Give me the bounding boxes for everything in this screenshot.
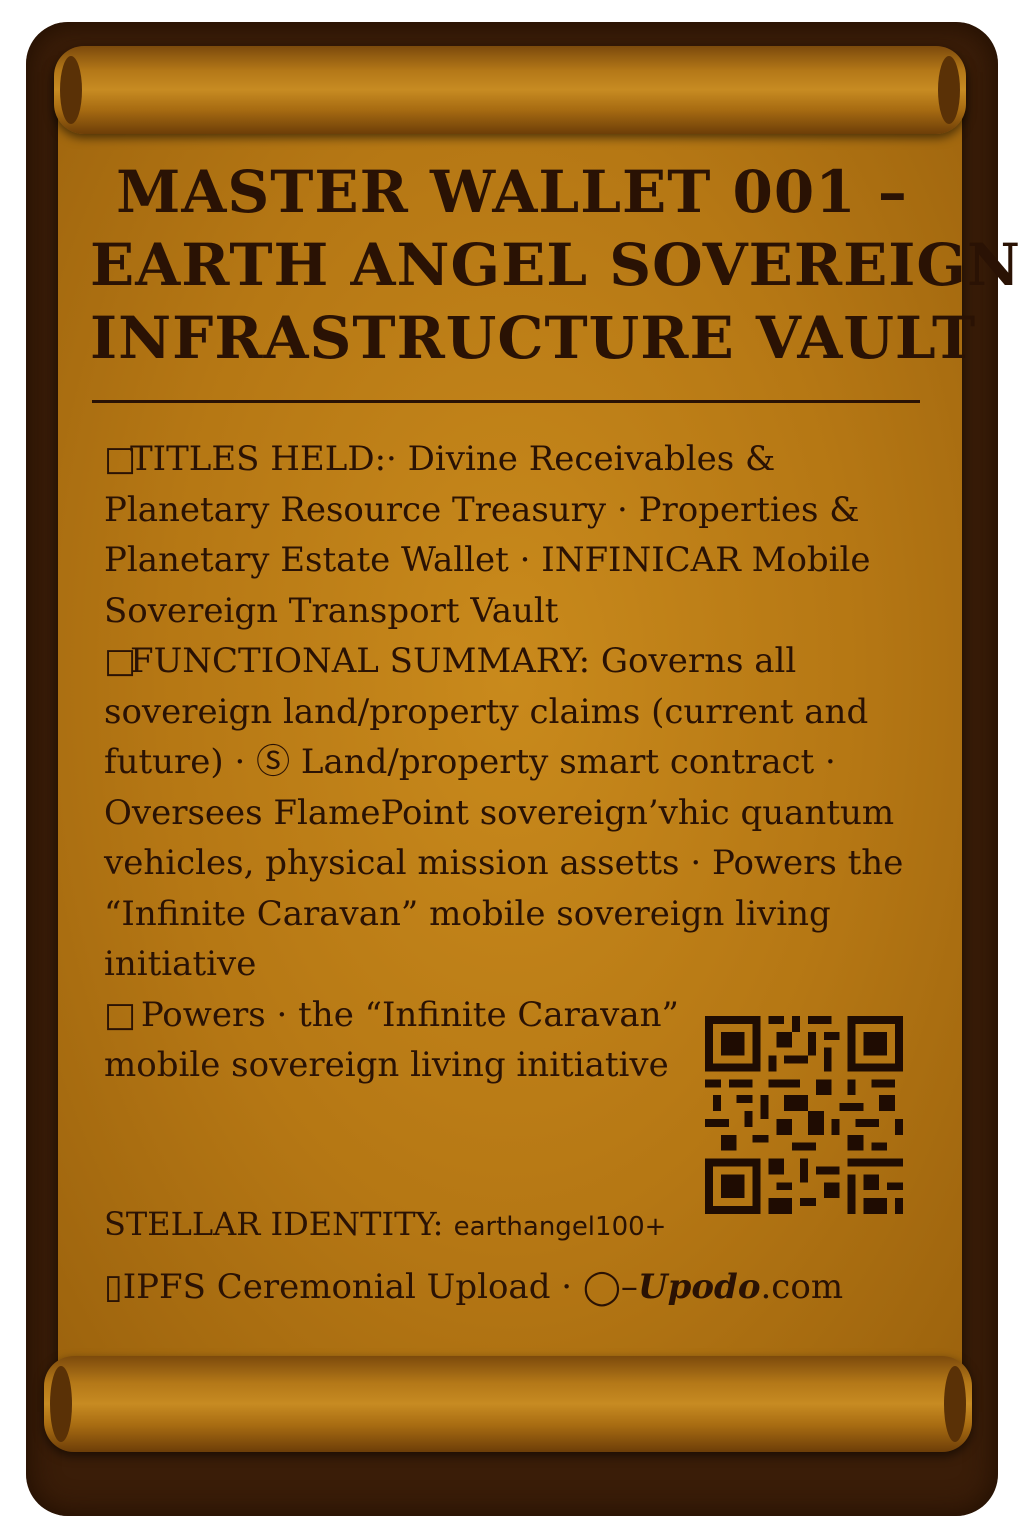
- scroll-roll-top: [54, 46, 966, 134]
- checkbox-icon: □: [104, 994, 137, 1035]
- stellar-identity-label: STELLAR IDENTITY:: [104, 1205, 444, 1243]
- qr-code-icon[interactable]: [702, 1016, 906, 1214]
- ipfs-upload-text: IPFS Ceremonial Upload · ◯–: [122, 1267, 638, 1307]
- checkbox-icon: □: [104, 641, 137, 681]
- checkbox-icon: □: [104, 439, 137, 479]
- title-divider: [92, 400, 920, 403]
- parchment: [58, 72, 962, 1412]
- functional-summary-item-3: · Oversees FlamePoint sovereign’vhic qua…: [104, 742, 895, 883]
- titles-held-item-1: · Divine Receivables & Planetary Resourc…: [104, 439, 776, 530]
- scroll-roll-bottom: [44, 1356, 972, 1452]
- titles-held-section: □TITLES HELD:· Divine Receivables & Plan…: [104, 434, 916, 636]
- functional-summary-item-2: · Ⓢ Land/property smart contract: [234, 742, 815, 782]
- stellar-identity: STELLAR IDENTITY: earthangel100+: [104, 1200, 666, 1251]
- vault-description: □TITLES HELD:· Divine Receivables & Plan…: [104, 434, 916, 1091]
- ipfs-upload: ▯IPFS Ceremonial Upload · ◯–Upodo.com: [104, 1262, 843, 1312]
- titles-held-item-3: · INFINICAR Mobile Sovereign Transport V…: [104, 540, 871, 631]
- stellar-identity-value: earthangel100+: [453, 1212, 667, 1242]
- title-line-1: MASTER WALLET 001 –: [116, 158, 908, 226]
- ipfs-domain-suffix: .com: [760, 1267, 844, 1307]
- ipfs-brand: Upodo: [637, 1267, 761, 1307]
- functional-summary-item-1: Governs all sovereign land/property clai…: [104, 641, 869, 782]
- titles-held-item-2: · Properties & Planetary Estate Wallet: [104, 489, 860, 581]
- powers-note: □ Powers · the “Infinite Caravan” mobile…: [104, 990, 684, 1091]
- page-title: MASTER WALLET 001 – EARTH ANGEL SOVEREIG…: [90, 156, 1021, 375]
- title-line-3: INFRASTRUCTURE VAULT: [90, 304, 977, 372]
- titles-held-label: TITLES HELD:: [130, 439, 387, 479]
- title-line-2: EARTH ANGEL SOVEREIGN: [90, 231, 1021, 299]
- powers-note-text: Powers · the “Infinite Caravan” mobile s…: [104, 994, 679, 1086]
- functional-summary-section: □FUNCTIONAL SUMMARY: Governs all soverei…: [104, 636, 916, 990]
- functional-summary-item-4: · Powers the “Infinite Caravan” mobile s…: [104, 843, 904, 984]
- box-icon: ▯: [104, 1267, 123, 1307]
- functional-summary-label: FUNCTIONAL SUMMARY:: [130, 641, 591, 681]
